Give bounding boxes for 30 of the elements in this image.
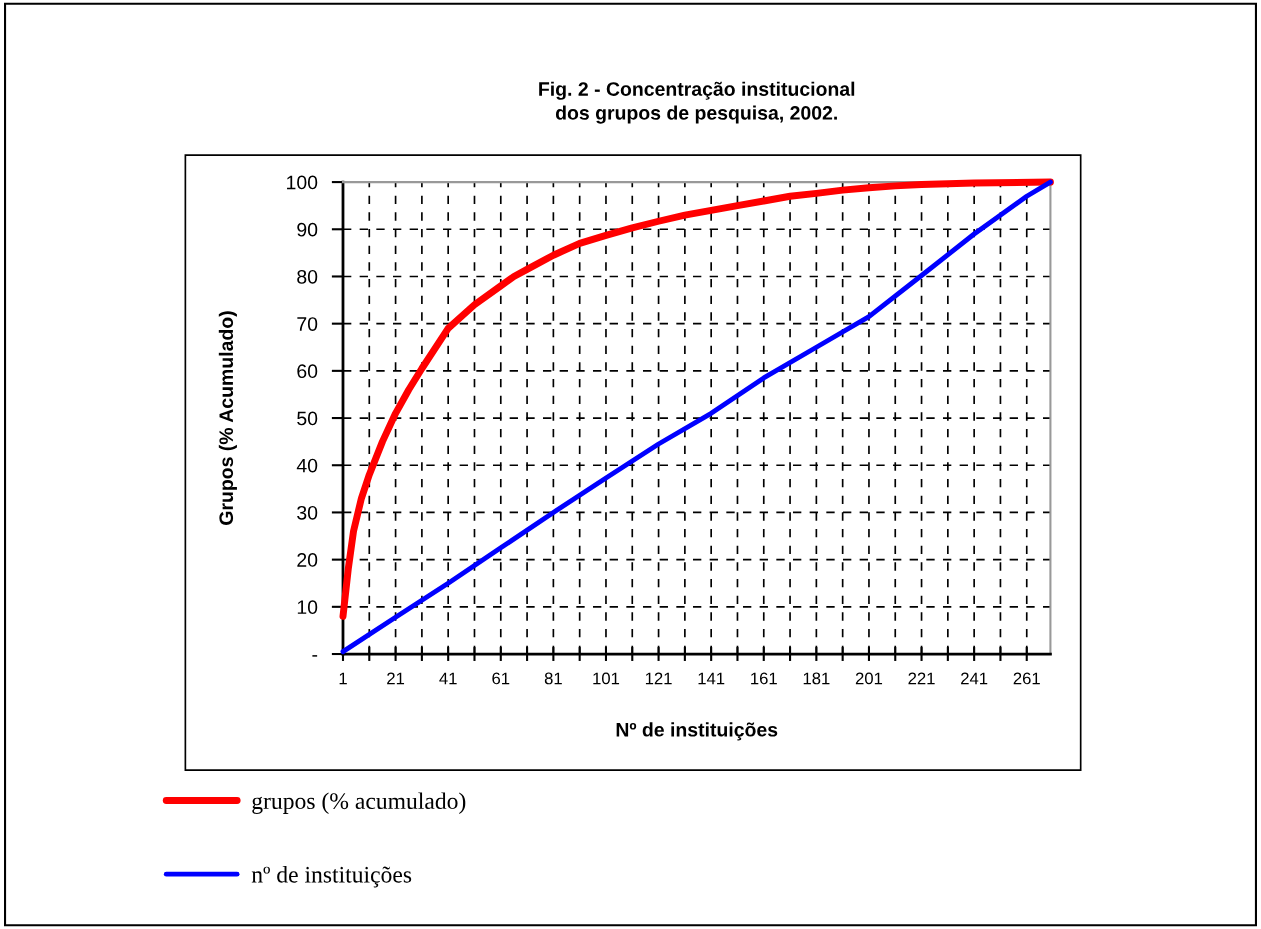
x-tick-label: 41 [439, 672, 457, 685]
y-tick-label: 70 [297, 317, 318, 331]
x-tick-label: 141 [698, 672, 725, 685]
chart-title: Fig. 2 - Concentração institucional dos grupos de pesquisa, 2002. [539, 81, 855, 124]
x-tick-label: 261 [1013, 672, 1040, 685]
x-tick-label: 61 [492, 672, 510, 685]
y-tick-label: 60 [297, 364, 318, 379]
y-axis-title: Grupos (% Acumulado) [218, 311, 237, 525]
y-tick-label: - [312, 655, 318, 657]
y-tick-label: 80 [297, 269, 318, 284]
y-tick-label: 90 [297, 222, 318, 237]
legend-label: grupos (% acumulado) [252, 792, 466, 814]
y-tick-label: 40 [296, 458, 318, 473]
legend-label: nº de instituições [251, 866, 412, 888]
x-tick-label: 181 [803, 672, 830, 685]
x-tick-label: 241 [961, 672, 988, 685]
x-tick-label: 221 [908, 672, 935, 685]
x-tick-label: 101 [593, 672, 620, 685]
y-tick-label: 100 [287, 175, 318, 190]
x-tick-label: 161 [751, 672, 777, 685]
x-tick-label: 121 [645, 672, 672, 685]
x-tick-label: 21 [387, 672, 405, 685]
y-tick-label: 10 [297, 600, 318, 615]
x-axis-title: Nº de instituições [616, 722, 778, 741]
x-tick-label: 1 [339, 672, 347, 685]
y-tick-label: 20 [297, 553, 318, 567]
y-tick-label: 50 [297, 411, 318, 426]
y-tick-label: 30 [297, 505, 318, 520]
x-tick-label: 81 [544, 672, 562, 685]
x-tick-label: 201 [855, 672, 883, 685]
